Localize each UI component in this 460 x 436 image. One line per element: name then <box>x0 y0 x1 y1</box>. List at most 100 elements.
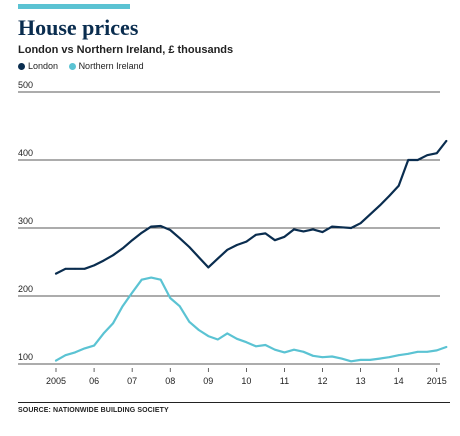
x-tick-label-07: 07 <box>127 376 137 386</box>
legend-swatch-northern-ireland <box>68 63 76 70</box>
data-point-northern-ireland <box>226 332 229 335</box>
data-point-northern-ireland <box>197 329 200 331</box>
data-point-london <box>121 247 124 250</box>
data-point-northern-ireland <box>83 347 86 350</box>
data-point-london <box>407 159 410 161</box>
x-tick-label-2005: 2005 <box>46 376 66 386</box>
data-point-northern-ireland <box>435 349 438 352</box>
data-point-london <box>102 259 105 262</box>
data-point-northern-ireland <box>150 276 153 279</box>
data-point-london <box>369 213 372 216</box>
x-tick-label-10: 10 <box>241 376 251 386</box>
data-point-northern-ireland <box>426 350 429 353</box>
data-point-northern-ireland <box>55 359 57 362</box>
series-line-northern-ireland <box>54 276 448 363</box>
y-tick-label-200: 200 <box>18 284 33 294</box>
data-point-london <box>350 227 352 229</box>
legend: London Northern Ireland <box>18 61 152 71</box>
legend-item-london: London <box>18 61 58 71</box>
data-point-london <box>426 154 429 157</box>
data-point-london <box>255 233 257 236</box>
data-point-london <box>235 244 238 246</box>
data-point-london <box>188 246 191 248</box>
data-point-london <box>207 266 210 269</box>
data-point-london <box>83 267 86 270</box>
x-tick-label-12: 12 <box>318 376 328 386</box>
data-point-london <box>397 184 400 187</box>
data-point-london <box>226 248 229 251</box>
data-point-northern-ireland <box>416 350 419 353</box>
data-point-northern-ireland <box>264 344 267 346</box>
data-point-london <box>264 232 267 235</box>
data-point-london <box>159 225 162 227</box>
data-point-london <box>112 254 115 257</box>
data-point-northern-ireland <box>359 359 362 361</box>
x-tick-label-08: 08 <box>165 376 175 386</box>
legend-item-northern-ireland: Northern Ireland <box>68 61 144 71</box>
data-point-london <box>359 222 362 225</box>
data-point-london <box>131 239 134 242</box>
data-point-northern-ireland <box>378 357 381 360</box>
data-point-london <box>197 256 200 259</box>
data-point-northern-ireland <box>369 359 372 361</box>
series-line-london <box>54 139 448 275</box>
legend-label-london: London <box>28 61 59 71</box>
data-point-london <box>302 230 305 233</box>
x-tick-label-14: 14 <box>394 376 404 386</box>
x-tick-label-06: 06 <box>89 376 99 386</box>
data-point-london <box>274 239 276 242</box>
accent-bar <box>18 4 130 9</box>
data-point-northern-ireland <box>397 354 400 357</box>
data-point-northern-ireland <box>74 351 76 354</box>
data-point-northern-ireland <box>216 338 219 341</box>
data-point-northern-ireland <box>340 357 343 360</box>
data-point-london <box>331 225 333 228</box>
legend-swatch-london <box>18 63 25 70</box>
data-point-london <box>216 257 219 260</box>
data-point-northern-ireland <box>388 356 391 359</box>
data-point-northern-ireland <box>302 350 305 353</box>
data-point-london <box>55 272 57 275</box>
data-point-london <box>435 152 438 155</box>
data-point-london <box>378 204 381 207</box>
data-point-london <box>283 235 286 238</box>
data-point-london <box>245 240 248 243</box>
data-point-northern-ireland <box>245 341 248 344</box>
data-point-northern-ireland <box>93 344 95 347</box>
x-tick-label-2015: 2015 <box>427 376 447 386</box>
data-point-london <box>93 264 95 267</box>
data-point-london <box>64 267 67 270</box>
data-point-northern-ireland <box>407 352 410 355</box>
data-point-northern-ireland <box>131 291 134 294</box>
data-point-london <box>340 226 343 229</box>
source-note: SOURCE: NATIONWIDE BUILDING SOCIETY <box>18 407 169 414</box>
data-point-london <box>321 231 324 233</box>
data-point-london <box>150 225 153 228</box>
data-point-northern-ireland <box>293 348 295 351</box>
legend-label-northern-ireland: Northern Ireland <box>78 61 144 71</box>
data-point-northern-ireland <box>102 332 105 335</box>
data-point-northern-ireland <box>64 354 67 357</box>
chart-title: House prices <box>18 15 139 40</box>
data-point-northern-ireland <box>207 335 210 338</box>
data-point-london <box>169 229 172 231</box>
data-point-northern-ireland <box>445 346 448 348</box>
data-point-northern-ireland <box>112 322 115 325</box>
data-point-northern-ireland <box>283 351 286 354</box>
y-tick-label-400: 400 <box>18 148 33 158</box>
x-tick-label-11: 11 <box>280 376 289 386</box>
x-tick-label-13: 13 <box>356 376 366 386</box>
y-tick-label-500: 500 <box>18 80 33 90</box>
data-point-london <box>416 159 419 161</box>
data-point-london <box>445 140 448 142</box>
data-point-london <box>388 195 391 197</box>
x-tick-label-09: 09 <box>203 376 213 386</box>
footer-rule <box>18 402 450 403</box>
data-point-northern-ireland <box>121 305 124 308</box>
data-point-northern-ireland <box>321 356 324 359</box>
data-point-northern-ireland <box>159 278 162 281</box>
data-point-london <box>312 228 314 231</box>
data-point-northern-ireland <box>235 337 238 340</box>
data-point-northern-ireland <box>169 297 172 299</box>
